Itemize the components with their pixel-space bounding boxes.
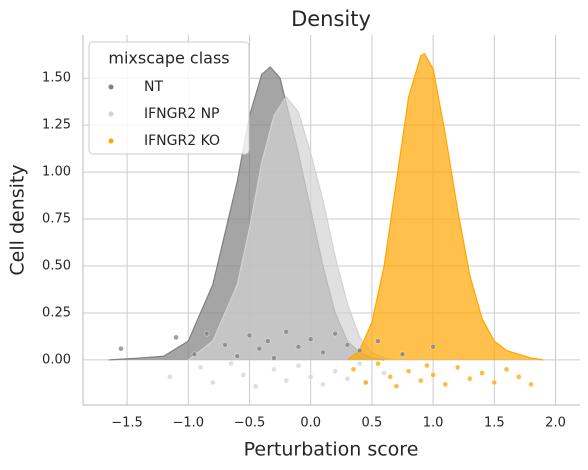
x-tick-label: 1.5 [484, 416, 505, 431]
scatter-point [283, 377, 289, 384]
scatter-point [234, 353, 240, 359]
scatter-point [228, 360, 234, 367]
scatter-point [283, 329, 289, 335]
legend-label: IFNGR2 NP [144, 106, 220, 122]
scatter-point [197, 364, 204, 371]
scatter-point [405, 368, 412, 374]
legend-marker [108, 138, 114, 144]
x-tick-label: 0.5 [362, 416, 383, 431]
scatter-point [356, 360, 363, 367]
legend-marker [108, 111, 114, 117]
x-tick-label: 0.0 [300, 416, 321, 431]
y-tick-label: 1.25 [42, 118, 71, 133]
scatter-point [491, 379, 498, 386]
scatter-point [424, 362, 430, 369]
y-tick-label: 1.00 [42, 165, 71, 180]
scatter-point [118, 345, 124, 352]
scatter-point [442, 381, 449, 388]
x-tick-label: −1.5 [111, 416, 143, 431]
scatter-point [256, 345, 262, 352]
scatter-point [399, 351, 406, 357]
density-area [347, 53, 544, 360]
scatter-point [375, 360, 381, 367]
scatter-point [350, 366, 357, 373]
scatter-point [375, 338, 381, 344]
scatter-point [240, 372, 247, 378]
x-tick-label: −0.5 [234, 416, 266, 431]
scatter-point [430, 344, 436, 350]
scatter-point [479, 370, 485, 376]
scatter-point [430, 372, 436, 378]
scatter-point [503, 366, 510, 373]
x-tick-label: 1.0 [423, 416, 444, 431]
scatter-point [320, 381, 326, 388]
scatter-point [265, 338, 271, 344]
x-tick-label: −1.0 [172, 416, 204, 431]
y-tick-label: 0.25 [42, 305, 71, 320]
y-tick-label: 1.50 [42, 71, 71, 86]
legend-label: NT [144, 79, 163, 95]
scatter-point [191, 351, 198, 357]
scatter-point [344, 342, 351, 348]
scatter-point [203, 330, 210, 337]
scatter-point [271, 355, 277, 361]
scatter-point [387, 374, 393, 380]
scatter-point [210, 379, 216, 386]
legend: mixscape class NT IFNGR2 NP IFNGR2 KO [88, 41, 250, 155]
scatter-point [307, 336, 314, 342]
scatter-point [307, 374, 314, 380]
scatter-point [222, 342, 228, 348]
scatter-point [363, 379, 369, 386]
scatter-point [516, 374, 522, 380]
scatter-point [467, 376, 473, 382]
scatter-point [344, 376, 351, 382]
scatter-point [332, 368, 338, 374]
x-tick-label: 2.0 [545, 416, 566, 431]
y-axis-label: Cell density [7, 164, 29, 275]
scatter-point [173, 334, 179, 341]
scatter-point [393, 383, 400, 389]
legend-title: mixscape class [108, 49, 229, 68]
scatter-point [332, 330, 338, 337]
legend-marker [108, 84, 114, 90]
y-tick-label: 0.50 [42, 259, 71, 274]
scatter-point [454, 364, 461, 371]
scatter-point [320, 349, 326, 356]
scatter-point [528, 381, 534, 388]
x-axis-label: Perturbation score [244, 439, 419, 461]
scatter-point [295, 344, 302, 350]
scatter-point [418, 377, 424, 384]
scatter-point [356, 347, 363, 354]
y-tick-label: 0.00 [42, 352, 71, 367]
density-line [347, 52, 544, 361]
scatter-point [271, 366, 277, 373]
scatter-point [246, 332, 253, 339]
scatter-point [295, 362, 302, 369]
scatter-point [167, 374, 173, 380]
scatter-point [252, 383, 259, 389]
chart-title: Density [291, 7, 371, 31]
legend-box [88, 41, 250, 155]
y-tick-label: 0.75 [42, 212, 71, 227]
legend-label: IFNGR2 KO [144, 133, 220, 149]
scatter-point [381, 370, 387, 376]
